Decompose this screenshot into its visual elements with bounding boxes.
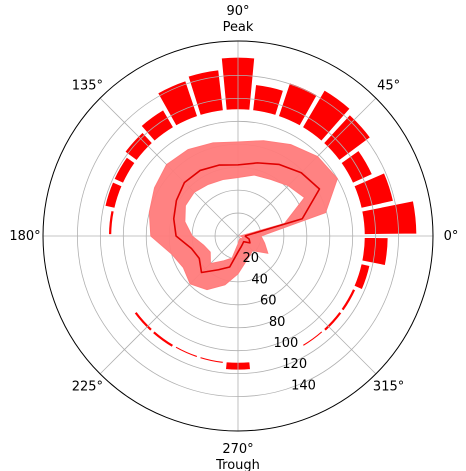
- angular-gridline: [237, 235, 377, 375]
- angle-tick-label: 315°: [373, 380, 404, 395]
- tick-labels: 0° 45° 90°Peak 135° 180° 225° 270°Trough 315° 20…: [9, 4, 458, 471]
- histogram-bar: [353, 262, 371, 291]
- histogram-bar: [140, 108, 175, 143]
- angle-tick-sublabel: Trough: [215, 458, 260, 471]
- angle-tick-label: 225°: [72, 380, 103, 395]
- histogram-bar: [110, 236, 116, 262]
- angle-tick-label: 0°: [444, 229, 459, 244]
- angle-tick-label: 135°: [72, 78, 103, 93]
- angle-tick-label: 45°: [377, 78, 400, 93]
- angle-tick-sublabel: Peak: [223, 20, 254, 35]
- histogram-bar: [251, 83, 285, 117]
- variability-band: [148, 140, 338, 291]
- radial-tick-label: 40: [251, 272, 268, 287]
- histogram-bar: [322, 113, 372, 162]
- histogram-bar: [353, 171, 395, 210]
- radial-tick-label: 100: [273, 336, 298, 351]
- histogram-bar: [301, 329, 324, 348]
- radial-tick-label: 60: [260, 294, 277, 309]
- histogram-bar: [104, 181, 123, 210]
- angle-tick-label: 270°: [222, 442, 253, 457]
- histogram-bar: [277, 345, 302, 358]
- angle-tick-label: 90°: [226, 4, 249, 19]
- radial-tick-label: 20: [243, 251, 260, 266]
- histogram-bar: [133, 310, 154, 333]
- radial-tick-label: 80: [269, 315, 286, 330]
- histogram-bar: [151, 329, 175, 349]
- variability-band-layer: [148, 140, 338, 291]
- histogram-bar: [301, 89, 352, 143]
- histogram-bar: [123, 131, 154, 162]
- angle-tick-label: 180°: [9, 229, 40, 244]
- polar-grid: [43, 41, 433, 431]
- mean-line-layer: [172, 162, 321, 274]
- radial-tick-label: 140: [291, 378, 316, 393]
- angular-gridline: [99, 235, 239, 375]
- histogram-bar: [322, 310, 343, 333]
- histogram-bar: [174, 345, 199, 359]
- histogram-bar: [277, 81, 319, 127]
- histogram-bar: [107, 209, 116, 236]
- radial-tick-label: 120: [282, 357, 307, 372]
- histogram-bar: [340, 287, 357, 312]
- mean-response-line: [172, 162, 321, 274]
- histogram-bars: [104, 56, 418, 371]
- histogram-bar: [198, 355, 225, 365]
- histogram-bar: [251, 355, 277, 364]
- polar-frame: [42, 40, 434, 432]
- histogram-bar: [121, 287, 136, 311]
- histogram-bar: [113, 156, 136, 185]
